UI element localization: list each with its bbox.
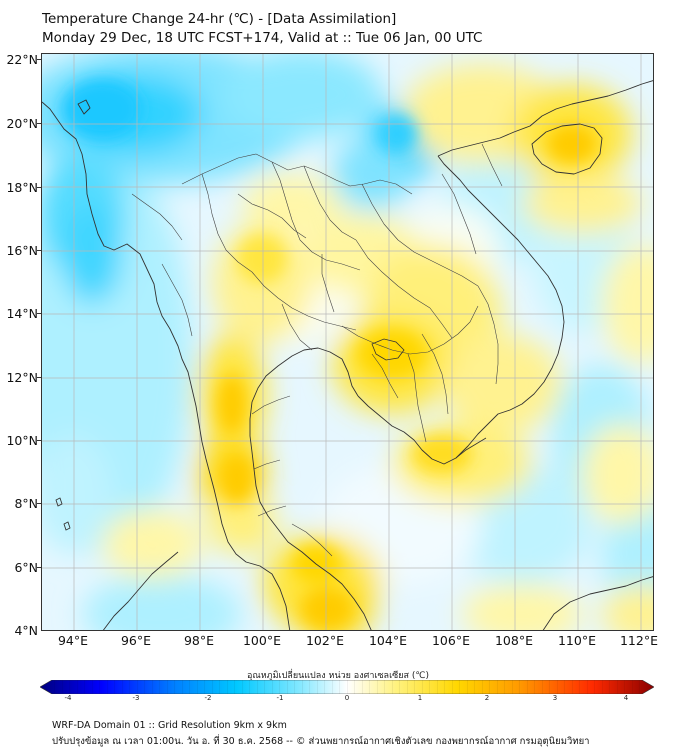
lat-label-22n: 22°N [6, 52, 38, 67]
tick-18n [37, 187, 41, 188]
colorbar-tick-m1: -1 [276, 694, 284, 702]
graticule [42, 54, 653, 630]
lon-label-96e: 96°E [120, 633, 152, 648]
tick-10n [37, 440, 41, 441]
colorbar [40, 680, 654, 694]
colorbar-tick-4: 4 [623, 694, 629, 702]
tick-14n [37, 313, 41, 314]
colorbar-tick-3: 3 [552, 694, 558, 702]
temperature-change-map [42, 54, 653, 630]
colorbar-tick-0: 0 [344, 694, 350, 702]
lat-label-12n: 12°N [6, 370, 38, 385]
title-block: Temperature Change 24-hr (℃) - [Data Ass… [42, 10, 482, 48]
lon-label-98e: 98°E [183, 633, 215, 648]
footer: WRF-DA Domain 01 :: Grid Resolution 9km … [52, 718, 589, 750]
tonle-sap-lake [371, 338, 405, 361]
lon-label-106e: 106°E [431, 633, 470, 648]
tick-12n [37, 377, 41, 378]
tick-20n [37, 123, 41, 124]
chart-subtitle: Monday 29 Dec, 18 UTC FCST+174, Valid at… [42, 30, 483, 46]
tick-22n [37, 59, 41, 60]
colorbar-tick-m4: -4 [64, 694, 72, 702]
footer-credit: ปรับปรุงข้อมูล ณ เวลา 01:00น. วัน อ. ที่… [52, 736, 590, 747]
lat-label-10n: 10°N [6, 433, 38, 448]
lon-label-108e: 108°E [494, 633, 533, 648]
chart-title: Temperature Change 24-hr (℃) - [Data Ass… [42, 11, 397, 27]
lon-label-94e: 94°E [57, 633, 89, 648]
tick-16n [37, 250, 41, 251]
map-panel[interactable] [41, 53, 654, 631]
colorbar-title: อุณหภูมิเปลี่ยนแปลง หน่วย องศาเซลเซียส (… [246, 671, 430, 681]
lon-label-100e: 100°E [242, 633, 281, 648]
colorbar-tick-m3: -3 [132, 694, 140, 702]
lat-label-16n: 16°N [6, 243, 38, 258]
lon-label-110e: 110°E [557, 633, 596, 648]
lat-label-6n: 6°N [14, 560, 38, 575]
colorbar-tick-m2: -2 [204, 694, 212, 702]
coastlines [42, 80, 653, 630]
colorbar-tick-1: 1 [417, 694, 423, 702]
lat-label-18n: 18°N [6, 180, 38, 195]
tick-6n [37, 567, 41, 568]
footer-domain-info: WRF-DA Domain 01 :: Grid Resolution 9km … [52, 720, 287, 731]
lat-label-20n: 20°N [6, 116, 38, 131]
mekong-delta [455, 437, 487, 459]
admin-boundaries [131, 143, 503, 557]
lat-label-8n: 8°N [14, 496, 38, 511]
lon-label-104e: 104°E [368, 633, 407, 648]
lon-label-102e: 102°E [305, 633, 344, 648]
lon-label-112e: 112°E [619, 633, 658, 648]
colorbar-tick-2: 2 [484, 694, 490, 702]
tick-8n [37, 503, 41, 504]
lat-label-14n: 14°N [6, 306, 38, 321]
lat-label-4n: 4°N [14, 623, 38, 638]
